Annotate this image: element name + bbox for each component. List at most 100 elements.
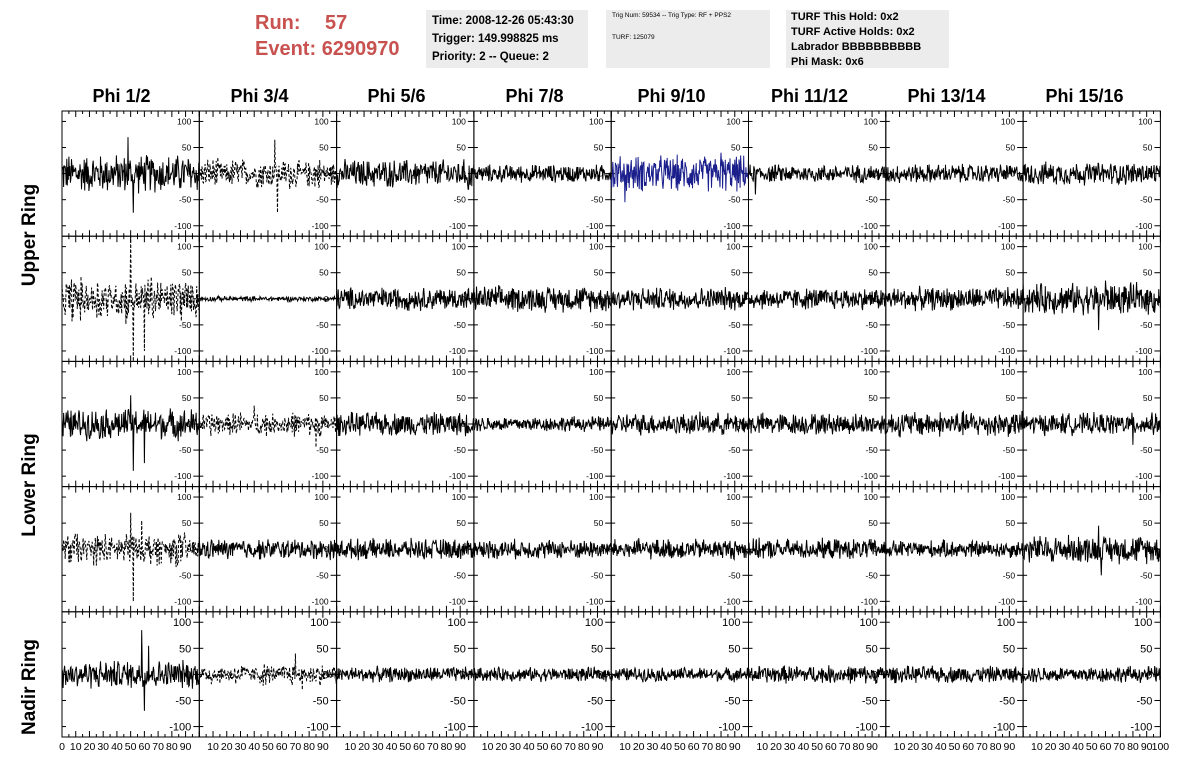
x-tick-label: 80 — [990, 741, 1002, 753]
x-tick-label: 50 — [811, 741, 823, 753]
y-tick-label: 100 — [589, 242, 603, 252]
y-tick-label: 50 — [1003, 643, 1015, 655]
x-tick-label: 30 — [509, 741, 521, 753]
x-tick-label: 50 — [949, 741, 961, 753]
priority-text: Priority: 2 -- Queue: 2 — [432, 51, 549, 63]
y-tick-label: 50 — [594, 518, 604, 528]
y-tick-label: 50 — [316, 643, 328, 655]
y-tick-label: 100 — [589, 492, 603, 502]
y-tick-label: -100 — [169, 722, 191, 734]
y-tick-label: 50 — [1143, 268, 1153, 278]
waveform-trace — [610, 286, 749, 311]
x-tick-label: 40 — [660, 741, 672, 753]
y-tick-label: -50 — [999, 695, 1015, 707]
waveform-trace — [885, 539, 1024, 559]
column-header-phi-3-4: Phi 3/4 — [230, 86, 289, 106]
y-tick-label: 50 — [594, 268, 604, 278]
x-tick-label: 90 — [866, 741, 878, 753]
y-tick-label: -50 — [1003, 195, 1016, 205]
x-tick-label: 30 — [647, 741, 659, 753]
y-tick-label: 50 — [319, 143, 329, 153]
y-tick-label: 50 — [868, 393, 878, 403]
x-tick-label: 10 — [70, 741, 82, 753]
y-tick-label: 50 — [1140, 643, 1152, 655]
y-tick-label: 100 — [726, 492, 740, 502]
y-tick-label: 100 — [864, 116, 878, 126]
y-tick-label: 100 — [585, 617, 603, 629]
waveform-trace — [198, 539, 338, 561]
y-tick-label: 100 — [173, 617, 191, 629]
x-tick-label: 70 — [976, 741, 988, 753]
waveform-trace — [61, 236, 200, 362]
y-tick-label: -100 — [586, 596, 603, 606]
waveform-trace — [61, 137, 200, 213]
y-tick-label: -50 — [179, 195, 192, 205]
labrador-text: Labrador BBBBBBBBBB — [791, 41, 922, 53]
y-tick-label: -100 — [586, 346, 603, 356]
x-tick-label: 70 — [152, 741, 164, 753]
panel-r1-c7: 100 50 0 -50 -100 — [1022, 235, 1161, 362]
y-tick-label: -100 — [312, 221, 329, 231]
x-tick-label: 50 — [399, 741, 411, 753]
x-tick-label: 30 — [235, 741, 247, 753]
y-tick-label: -100 — [449, 346, 466, 356]
y-tick-label: 50 — [594, 393, 604, 403]
y-tick-label: -100 — [581, 722, 603, 734]
y-tick-label: 100 — [589, 116, 603, 126]
y-tick-label: -50 — [591, 320, 604, 330]
y-tick-label: 100 — [864, 492, 878, 502]
y-tick-label: -50 — [313, 695, 329, 707]
y-tick-label: -50 — [1136, 695, 1152, 707]
y-tick-label: -50 — [454, 195, 467, 205]
y-tick-label: 50 — [456, 143, 466, 153]
x-tick-label: 20 — [633, 741, 645, 753]
y-tick-label: -50 — [866, 320, 879, 330]
y-tick-label: 100 — [722, 617, 740, 629]
panel-r0-c6: 100 50 0 -50 -100 — [885, 110, 1024, 237]
waveform-trace — [336, 411, 475, 437]
y-tick-label: 0 — [598, 169, 603, 179]
x-tick-label: 60 — [688, 741, 700, 753]
waveform-trace — [473, 164, 612, 183]
waveform-trace — [473, 416, 612, 432]
y-tick-label: -50 — [591, 570, 604, 580]
y-tick-label: -100 — [998, 346, 1015, 356]
y-tick-label: -100 — [586, 471, 603, 481]
y-tick-label: 50 — [1143, 393, 1153, 403]
x-tick-label: 20 — [358, 741, 370, 753]
x-tick-label: 40 — [111, 741, 123, 753]
y-tick-label: 50 — [182, 143, 192, 153]
y-tick-label: 0 — [324, 294, 329, 304]
column-header-phi-11-12: Phi 11/12 — [770, 86, 849, 106]
y-tick-label: -50 — [591, 195, 604, 205]
y-tick-label: 100 — [452, 242, 466, 252]
y-tick-label: 0 — [1148, 294, 1153, 304]
waveform-trace — [198, 653, 338, 691]
x-tick-label: 80 — [715, 741, 727, 753]
y-tick-label: -100 — [723, 346, 740, 356]
x-tick-label: 10 — [344, 741, 356, 753]
y-tick-label: 50 — [456, 518, 466, 528]
waveform-trace — [1022, 525, 1161, 576]
y-tick-label: -50 — [728, 445, 741, 455]
y-tick-label: -100 — [1135, 346, 1152, 356]
run-value: 57 — [325, 12, 348, 34]
x-tick-label: 20 — [1045, 741, 1057, 753]
x-tick-label: 90 — [180, 741, 192, 753]
x-tick-label: 90 — [454, 741, 466, 753]
y-tick-label: -50 — [866, 195, 879, 205]
y-tick-label: 0 — [322, 669, 328, 681]
y-tick-label: -50 — [1003, 570, 1016, 580]
y-tick-label: 100 — [1001, 367, 1015, 377]
y-tick-label: 0 — [736, 419, 741, 429]
y-tick-label: -50 — [316, 195, 329, 205]
y-tick-label: -50 — [1003, 320, 1016, 330]
y-tick-label: -50 — [591, 445, 604, 455]
